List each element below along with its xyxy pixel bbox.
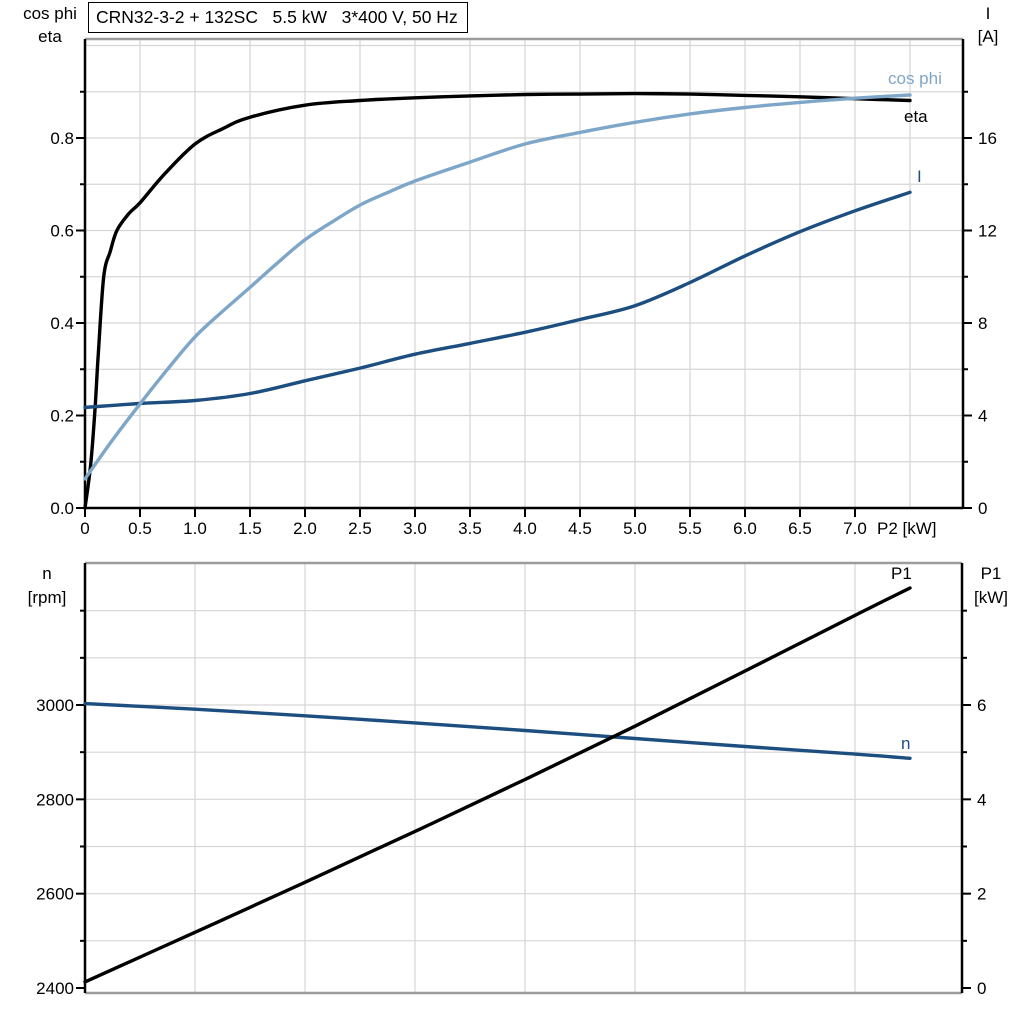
top-right-axis-title-unit-a: [A] — [977, 27, 999, 46]
top-x-tick-label: 2.5 — [348, 519, 372, 538]
top-x-tick-label: 6.5 — [788, 519, 812, 538]
curve-label-eta: eta — [904, 107, 928, 126]
top-left-axis-title-eta: eta — [38, 27, 62, 46]
top-left-tick-label: 0.0 — [50, 499, 74, 518]
top-x-tick-label: 4.5 — [568, 519, 592, 538]
top-x-tick-label: 2.0 — [293, 519, 317, 538]
bottom-left-axis-title-n: n — [42, 564, 52, 583]
curve-label-p1: P1 — [891, 564, 912, 583]
top-x-tick-label: 0.5 — [128, 519, 152, 538]
top-right-axis-title-i: I — [985, 4, 991, 23]
bottom-right-axis-title-kw: [kW] — [974, 588, 1008, 607]
bottom-left-tick-label: 3000 — [36, 696, 74, 715]
bottom-right-tick-label: 0 — [977, 979, 986, 998]
bottom-right-tick-label: 6 — [977, 696, 986, 715]
bottom-left-tick-label: 2800 — [36, 790, 74, 809]
top-right-tick-label: 0 — [978, 499, 987, 518]
chart-title: CRN32-3-2 + 132SC 5.5 kW 3*400 V, 50 Hz — [88, 2, 468, 33]
bottom-right-tick-label: 2 — [977, 885, 986, 904]
bottom-right-tick-label: 4 — [977, 790, 986, 809]
top-x-tick-label: 3.0 — [403, 519, 427, 538]
top-x-tick-label: 5.0 — [623, 519, 647, 538]
top-right-tick-label: 4 — [978, 407, 987, 426]
curve-n — [83, 701, 912, 760]
bottom-left-tick-label: 2600 — [36, 885, 74, 904]
top-left-tick-label: 0.8 — [50, 129, 74, 148]
curve-I — [83, 190, 912, 410]
top-x-tick-label: 7.0 — [843, 519, 867, 538]
top-right-tick-label: 8 — [978, 314, 987, 333]
top-x-tick-label: 0 — [80, 519, 89, 538]
curve-label-cos-phi: cos phi — [888, 69, 942, 88]
top-left-axis-title-cos-phi: cos phi — [23, 4, 77, 23]
top-left-tick-label: 0.2 — [50, 407, 74, 426]
curve-label-current: I — [917, 167, 922, 186]
curve-cos-phi — [83, 93, 912, 481]
top-x-tick-label: 4.0 — [513, 519, 537, 538]
top-right-tick-label: 16 — [978, 129, 997, 148]
curve-eta — [83, 91, 912, 510]
bottom-right-axis-title-p1: P1 — [980, 564, 1002, 583]
top-x-tick-label: 1.5 — [238, 519, 262, 538]
top-x-axis-title-p2-kw: P2 [kW] — [877, 519, 937, 538]
bottom-left-tick-label: 2400 — [36, 979, 74, 998]
curve-P1 — [83, 586, 912, 984]
top-x-tick-label: 5.5 — [678, 519, 702, 538]
curve-label-n: n — [901, 734, 911, 753]
top-x-tick-label: 3.5 — [458, 519, 482, 538]
bottom-left-axis-title-rpm: [rpm] — [27, 588, 67, 607]
top-x-tick-label: 6.0 — [733, 519, 757, 538]
top-right-tick-label: 12 — [978, 222, 997, 241]
top-left-tick-label: 0.6 — [50, 222, 74, 241]
top-x-tick-label: 1.0 — [183, 519, 207, 538]
top-left-tick-label: 0.4 — [50, 314, 74, 333]
